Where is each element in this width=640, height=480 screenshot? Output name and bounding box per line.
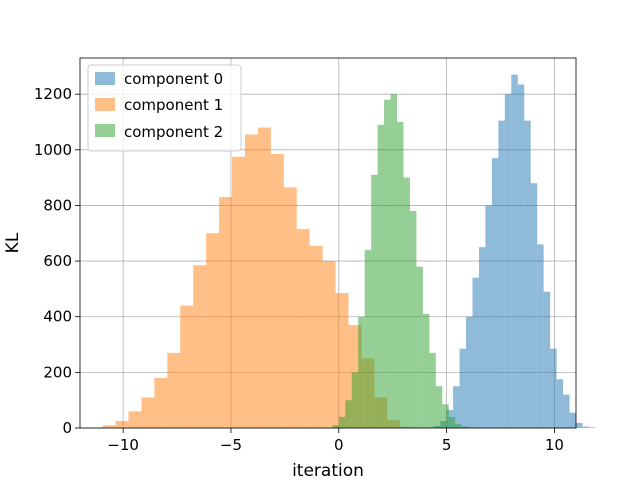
y-tick-label: 600 <box>43 252 72 270</box>
histogram-bar <box>491 158 499 428</box>
histogram-bar <box>244 134 258 428</box>
legend-swatch-component-2 <box>95 124 115 137</box>
legend: component 0 component 1 component 2 <box>87 64 242 152</box>
histogram-bar <box>543 291 551 428</box>
histogram-bar <box>371 174 378 428</box>
histogram-bar <box>416 266 423 428</box>
histogram-bar <box>409 211 417 428</box>
x-axis-ticks: −10 −5 0 5 10 <box>107 428 564 454</box>
y-tick-label: 800 <box>43 196 72 214</box>
histogram-bar <box>102 425 116 428</box>
histogram-bar <box>338 416 346 428</box>
histogram-bar <box>442 404 449 428</box>
series-component-0 <box>427 74 596 429</box>
y-tick-label: 400 <box>43 308 72 326</box>
histogram-bar <box>154 377 168 428</box>
y-axis-label: KL <box>3 232 23 253</box>
histogram-bar <box>322 261 336 428</box>
histogram-bar <box>485 205 492 428</box>
histogram-bar <box>377 124 385 429</box>
histogram-bar <box>537 244 544 428</box>
histogram-bar <box>435 386 443 428</box>
histogram-bar <box>345 400 352 428</box>
histogram-bar <box>193 265 207 428</box>
histogram-bar <box>466 316 473 428</box>
histogram-bar <box>232 156 245 428</box>
histogram-bar <box>498 120 505 428</box>
legend-label-component-1: component 1 <box>124 96 223 114</box>
legend-swatch-component-1 <box>95 98 115 111</box>
histogram-bar <box>472 277 479 428</box>
histogram-bar <box>517 84 525 428</box>
histogram-bar <box>582 426 589 428</box>
histogram-bar <box>403 177 410 428</box>
histogram-bar <box>429 352 436 428</box>
histogram-bar <box>459 348 467 428</box>
histogram-bar <box>397 121 404 429</box>
histogram-bar <box>455 423 462 428</box>
histogram-bar <box>283 187 297 428</box>
y-axis-ticks: 0 200 400 600 800 1000 1200 <box>34 85 80 437</box>
bars <box>102 74 596 429</box>
x-tick-label: 5 <box>442 436 452 454</box>
y-tick-label: 1000 <box>34 141 72 159</box>
histogram-bar <box>390 94 398 429</box>
histogram-bar <box>351 372 359 428</box>
histogram-bar <box>270 153 284 428</box>
histogram-bar <box>167 352 181 428</box>
histogram-bar <box>384 99 391 429</box>
histogram-bar <box>588 427 596 428</box>
x-tick-label: −5 <box>220 436 242 454</box>
histogram-bar <box>180 305 194 428</box>
x-axis-label: iteration <box>292 461 364 480</box>
histogram-bar <box>141 397 155 428</box>
histogram-bar <box>335 293 349 428</box>
histogram-bar <box>358 316 365 428</box>
legend-box <box>87 64 242 152</box>
histogram-bar <box>569 412 576 428</box>
histogram-bar <box>364 249 372 428</box>
histogram-bar <box>478 247 486 428</box>
y-tick-label: 200 <box>43 363 72 381</box>
histogram-bar <box>206 233 220 428</box>
histogram-bar <box>422 313 430 428</box>
x-tick-label: 10 <box>545 436 564 454</box>
histogram-bar <box>448 416 456 428</box>
histogram-bar <box>309 245 323 428</box>
histogram-bar <box>461 426 469 428</box>
histogram-bar <box>530 183 538 428</box>
series-component-1 <box>102 127 414 428</box>
histogram-bar <box>128 411 142 428</box>
histogram-bar <box>556 379 564 428</box>
series-component-2 <box>332 94 475 429</box>
histogram-bar <box>524 120 531 428</box>
legend-swatch-component-0 <box>95 72 115 85</box>
histogram-bar <box>576 422 583 428</box>
histogram-bar <box>504 94 512 429</box>
histogram-bar <box>219 197 233 428</box>
legend-label-component-2: component 2 <box>124 123 223 141</box>
histogram-bar <box>563 394 570 428</box>
histogram-bar <box>332 425 339 428</box>
histogram-bar <box>115 421 129 428</box>
histogram-bar <box>257 127 271 428</box>
y-tick-label: 0 <box>62 419 72 437</box>
legend-label-component-0: component 0 <box>124 70 223 88</box>
x-tick-label: 0 <box>334 436 344 454</box>
histogram-bar <box>296 229 310 428</box>
plot-frame <box>79 57 577 429</box>
y-tick-label: 1200 <box>34 85 72 103</box>
histogram-bar <box>511 74 518 429</box>
histogram-bar <box>453 386 460 428</box>
histogram-bar <box>550 348 557 428</box>
x-tick-label: −10 <box>107 436 139 454</box>
